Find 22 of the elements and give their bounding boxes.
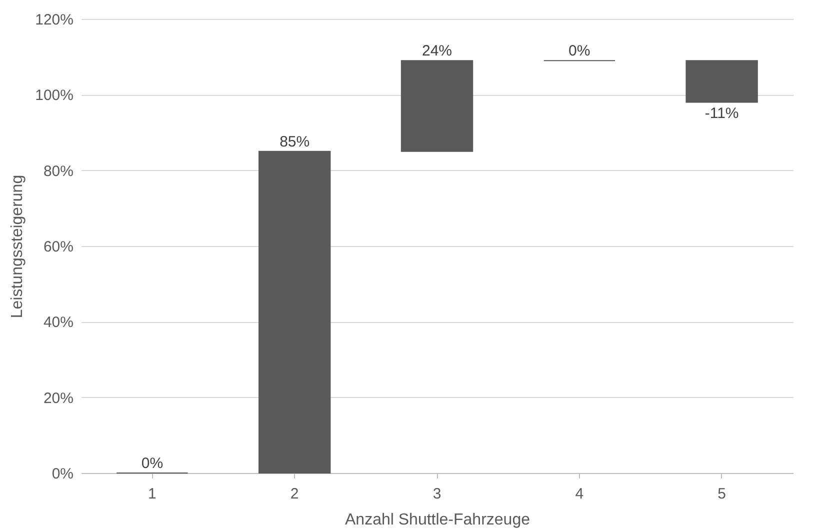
data-label: 24% xyxy=(422,42,452,60)
x-tick-label: 5 xyxy=(718,486,726,502)
x-axis-title: Anzahl Shuttle-Fahrzeuge xyxy=(345,512,530,528)
x-tick-label: 2 xyxy=(290,486,299,502)
y-tick-label: 120% xyxy=(35,12,74,28)
x-tick-label: 1 xyxy=(148,486,156,502)
bar xyxy=(258,150,331,474)
bar xyxy=(686,60,758,103)
y-tick-label: 80% xyxy=(43,162,74,180)
y-axis-title: Leistungssteigerung xyxy=(9,174,26,318)
data-label: 85% xyxy=(280,133,310,150)
data-label: 0% xyxy=(568,42,590,60)
x-tick-label: 4 xyxy=(575,486,584,502)
x-tick-label: 3 xyxy=(432,486,442,502)
data-label: 0% xyxy=(141,455,164,472)
y-tick-label: 60% xyxy=(43,238,74,256)
y-tick-label: 20% xyxy=(43,390,74,407)
y-tick-label: 40% xyxy=(43,314,74,332)
y-tick-label: 100% xyxy=(35,87,74,104)
data-label: -11% xyxy=(704,105,739,122)
bar xyxy=(400,60,474,152)
y-tick-label: 0% xyxy=(52,466,74,482)
